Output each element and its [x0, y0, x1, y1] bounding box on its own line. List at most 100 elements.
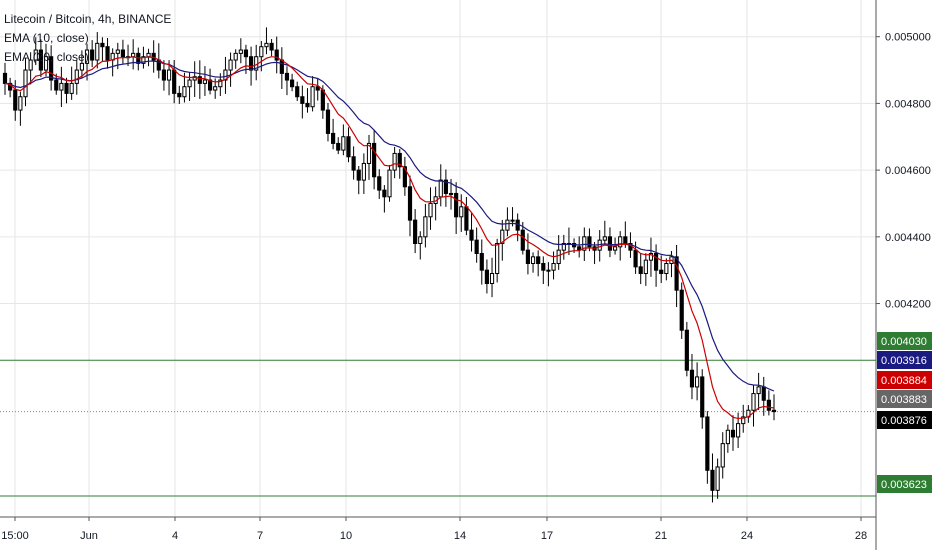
candle-body — [74, 69, 79, 84]
candle-body — [264, 42, 269, 48]
candle-body — [90, 49, 95, 61]
candle-body — [546, 269, 551, 272]
candle-body — [141, 56, 146, 64]
candle-body — [659, 269, 664, 275]
candle-body — [43, 56, 49, 71]
candle-body — [536, 256, 541, 265]
price-tags: 0.004030 0.003916 0.003884 0.003883 0.003876… — [877, 332, 932, 493]
candle-body — [105, 46, 110, 61]
legend-symbol: Litecoin / Bitcoin, 4h, BINANCE — [4, 12, 172, 26]
candle-body — [633, 249, 638, 268]
candle-body — [464, 206, 469, 231]
price-tag-label: 0.003883 — [881, 394, 927, 406]
candle-body — [766, 399, 771, 411]
candle-body — [372, 142, 377, 178]
candle-body — [192, 76, 197, 81]
candle-body — [84, 49, 90, 64]
candle-body — [213, 86, 218, 91]
x-tick-label: 10 — [340, 530, 352, 542]
candle-body — [100, 42, 105, 48]
candle-body — [771, 409, 777, 413]
candle-body — [197, 76, 202, 84]
legend-ema10: EMA (10, close) — [4, 31, 89, 45]
y-tick-label: 0.004600 — [885, 165, 931, 177]
candle-body — [315, 86, 320, 91]
price-tag-label: 0.003916 — [881, 355, 927, 367]
candle-body — [438, 179, 443, 198]
candle-body — [79, 62, 84, 71]
candle-body — [59, 82, 64, 91]
candle-body — [402, 166, 407, 188]
candle-body — [13, 89, 18, 111]
candle-body — [474, 239, 479, 254]
candle-body — [607, 236, 613, 251]
x-tick-label: 28 — [855, 530, 867, 542]
price-tag-box — [877, 475, 932, 493]
candle-body — [377, 176, 382, 191]
candle-body — [2, 72, 8, 84]
candle-body — [700, 376, 705, 418]
grid — [0, 0, 876, 517]
candle-body — [166, 69, 172, 81]
candle-body — [284, 72, 290, 81]
ema20-line — [4, 60, 775, 392]
candle-body — [500, 229, 505, 244]
x-tick-label: 21 — [655, 530, 667, 542]
candle-body — [520, 229, 525, 251]
candle-body — [115, 49, 120, 54]
x-tick-label: 14 — [454, 530, 466, 542]
candle-body — [725, 429, 730, 445]
candle-body — [259, 46, 264, 58]
candle-body — [612, 246, 618, 251]
price-tag-label: 0.003884 — [881, 375, 927, 387]
candle-body — [325, 109, 331, 134]
candle-body — [587, 236, 592, 248]
candle-body — [64, 82, 69, 94]
candle-body — [300, 96, 305, 104]
candle-body — [684, 329, 689, 371]
legend-ema20: EMA (20, close) — [4, 50, 89, 64]
candle-body — [218, 79, 223, 88]
candle-body — [23, 69, 28, 98]
candle-body — [202, 79, 208, 84]
candle-body — [172, 69, 177, 94]
candle-body — [643, 259, 648, 275]
candles — [2, 27, 777, 503]
x-tick-label: 4 — [172, 530, 178, 542]
candle-body — [238, 49, 243, 54]
candle-body — [653, 252, 659, 271]
candle-body — [69, 82, 74, 94]
candle-body — [356, 169, 361, 181]
candle-body — [623, 236, 628, 244]
candle-body — [269, 42, 274, 51]
candle-body — [638, 266, 643, 275]
candle-body — [305, 102, 310, 108]
candle-body — [510, 219, 515, 222]
candle-body — [469, 229, 474, 241]
x-tick-label: 24 — [741, 530, 753, 542]
y-tick-label: 0.004200 — [885, 299, 931, 311]
candle-body — [33, 49, 38, 61]
candle-body — [341, 136, 346, 151]
candle-body — [715, 466, 720, 491]
candle-body — [161, 69, 167, 81]
candle-body — [320, 89, 325, 111]
candle-body — [28, 59, 33, 71]
candle-body — [382, 189, 387, 198]
candle-body — [397, 152, 402, 168]
candle-body — [484, 269, 489, 285]
ema-lines — [4, 56, 775, 420]
y-tick-label: 0.004800 — [885, 98, 931, 110]
y-tick-label: 0.004400 — [885, 232, 931, 244]
chart-legend: Litecoin / Bitcoin, 4h, BINANCE EMA (10,… — [4, 10, 171, 67]
candle-body — [392, 152, 397, 171]
candle-body — [151, 52, 156, 61]
candle-body — [49, 56, 54, 81]
candle-body — [705, 416, 710, 471]
candle-body — [720, 443, 725, 468]
candle-body — [761, 386, 766, 401]
candle-body — [530, 256, 536, 265]
candle-body — [366, 142, 372, 164]
price-tag-box — [877, 351, 932, 369]
